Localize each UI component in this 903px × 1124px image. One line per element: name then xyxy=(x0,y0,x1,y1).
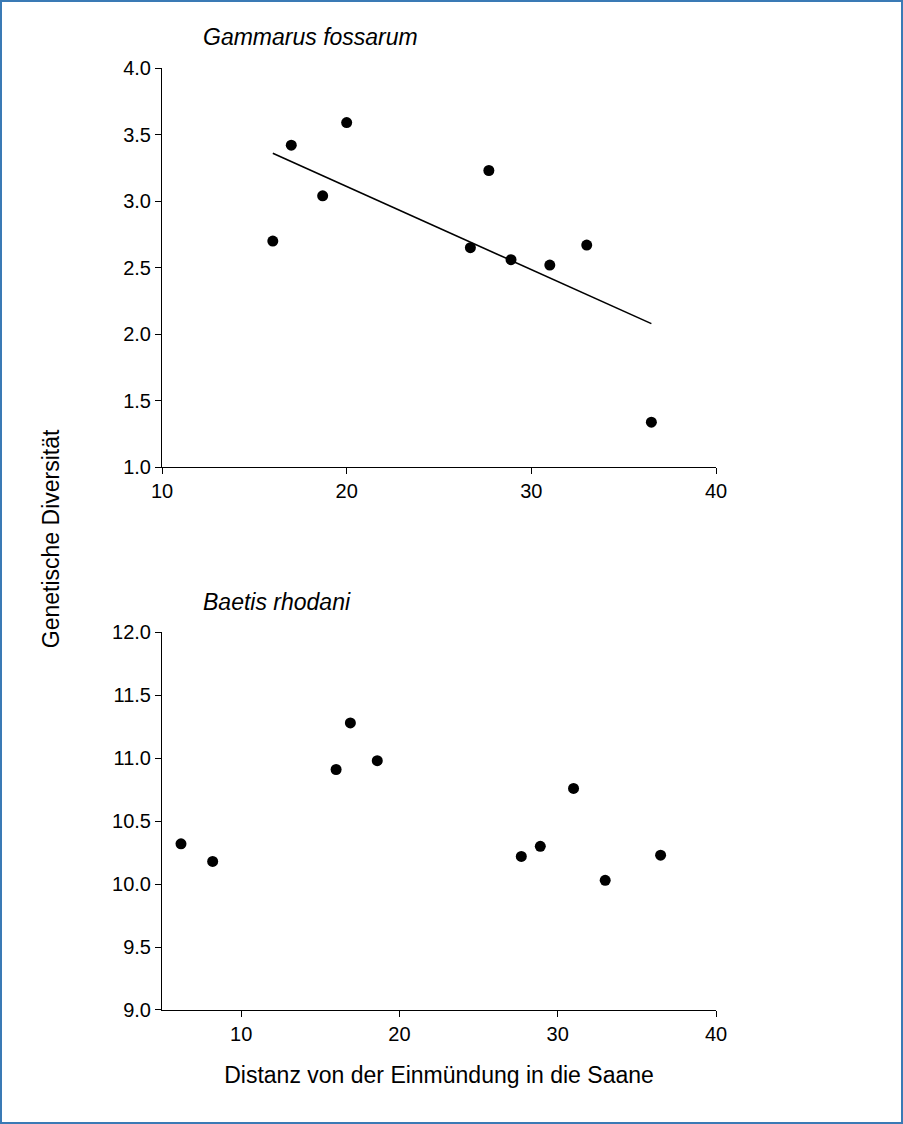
svg-text:40: 40 xyxy=(705,1023,727,1045)
svg-text:40: 40 xyxy=(705,480,727,502)
svg-text:1.0: 1.0 xyxy=(123,456,151,478)
svg-text:Baetis rhodani: Baetis rhodani xyxy=(203,589,351,615)
svg-text:12.0: 12.0 xyxy=(112,621,151,643)
svg-text:2.5: 2.5 xyxy=(123,257,151,279)
svg-text:Gammarus fossarum: Gammarus fossarum xyxy=(203,24,418,50)
svg-text:20: 20 xyxy=(388,1023,410,1045)
svg-text:20: 20 xyxy=(336,480,358,502)
svg-text:Distanz von der Einmündung in: Distanz von der Einmündung in die Saane xyxy=(224,1062,654,1088)
svg-text:4.0: 4.0 xyxy=(123,57,151,79)
svg-text:10: 10 xyxy=(151,480,173,502)
svg-text:9.0: 9.0 xyxy=(123,999,151,1021)
svg-text:Genetische Diversität: Genetische Diversität xyxy=(38,429,64,648)
svg-text:3.5: 3.5 xyxy=(123,124,151,146)
svg-text:9.5: 9.5 xyxy=(123,936,151,958)
svg-text:30: 30 xyxy=(520,480,542,502)
svg-text:11.5: 11.5 xyxy=(114,684,151,706)
svg-text:30: 30 xyxy=(547,1023,569,1045)
svg-text:11.0: 11.0 xyxy=(114,747,151,769)
svg-text:10.5: 10.5 xyxy=(112,810,151,832)
svg-text:10: 10 xyxy=(230,1023,252,1045)
svg-text:3.0: 3.0 xyxy=(123,190,151,212)
svg-text:2.0: 2.0 xyxy=(123,323,151,345)
svg-text:1.5: 1.5 xyxy=(123,390,151,412)
svg-text:10.0: 10.0 xyxy=(112,873,151,895)
